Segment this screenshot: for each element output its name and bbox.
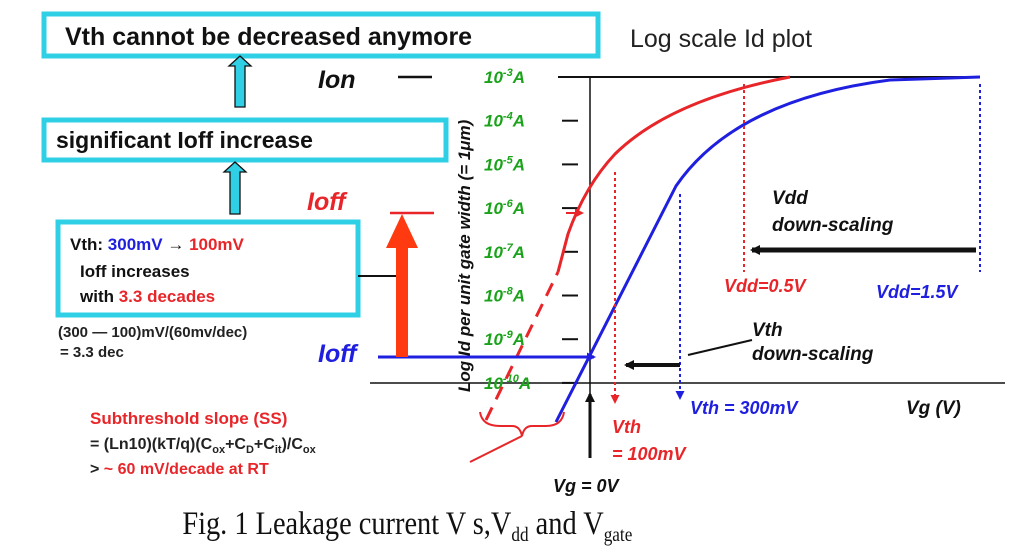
ioff-low-label: Ioff [318, 340, 359, 368]
y-axis-label: Log Id per unit gate width (= 1μm) [455, 119, 474, 392]
vth-low-label-1: Vth [612, 417, 641, 437]
vth-high-label: Vth = 300mV [690, 398, 800, 418]
y-tick-unit: A [518, 374, 531, 393]
red-curve [556, 75, 791, 273]
y-tick-exponent: -8 [503, 286, 514, 298]
vdd-low-label: Vdd=0.5V [724, 276, 808, 296]
big-up-arrow-icon [386, 214, 418, 357]
box-vth-limit-text: Vth cannot be decreased anymore [65, 23, 472, 51]
y-tick-unit: A [512, 155, 525, 174]
ss-brace [479, 411, 565, 437]
figure-caption: Fig. 1 Leakage current V s,Vdd and Vgate [182, 505, 632, 546]
ss-formula: = (Ln10)(kT/q)(Cox+CD+Cit)/Cox [90, 436, 317, 456]
box-vth-change-line3: with 3.3 decades [79, 287, 215, 306]
y-tick-unit: A [512, 243, 525, 262]
y-tick-unit: A [512, 287, 525, 306]
y-tick-base: 10 [484, 199, 503, 218]
box-ioff-increase-text: significant Ioff increase [56, 127, 313, 153]
box-vth-change-line2: Ioff increases [80, 262, 190, 281]
y-tick-label: 10-3A [484, 67, 525, 87]
y-tick-unit: A [512, 112, 525, 131]
vth-low-label-2: = 100mV [612, 444, 688, 464]
up-arrow-icon [222, 161, 248, 215]
ss-sub-d: D [246, 444, 254, 456]
y-tick-exponent: -5 [503, 154, 514, 166]
caption-prefix: Fig. 1 Leakage current V s,V [182, 505, 511, 541]
y-tick-label: 10-4A [484, 111, 525, 131]
vth-scaling-label-1: Vth [752, 320, 783, 341]
ss-line3-a: > [90, 461, 104, 478]
x-axis-label: Vg (V) [906, 398, 961, 419]
y-tick-exponent: -10 [503, 373, 520, 385]
ss-sub-ox: ox [212, 444, 226, 456]
y-tick-base: 10 [484, 374, 503, 393]
ss-line3-b: ~ 60 mV/decade at RT [104, 461, 269, 478]
vth-prefix: Vth: [70, 235, 108, 254]
y-tick-label: 10-9A [484, 329, 525, 349]
ss-line3: > ~ 60 mV/decade at RT [90, 461, 269, 478]
y-tick-group: 10-3A10-4A10-5A10-6A10-7A10-8A10-9A10-10… [484, 67, 578, 393]
y-tick-base: 10 [484, 243, 503, 262]
y-tick-unit: A [512, 330, 525, 349]
caption-sub-dd: dd [511, 524, 529, 547]
y-tick-unit: A [512, 68, 525, 87]
vth-pointer-line [687, 339, 753, 356]
vth-from: 300mV [108, 235, 163, 254]
y-tick-base: 10 [484, 112, 503, 131]
ss-plus-cd: +C [225, 436, 246, 453]
y-tick-exponent: -9 [503, 329, 514, 341]
y-tick-label: 10-8A [484, 286, 525, 306]
y-tick-base: 10 [484, 330, 503, 349]
arrow-right-icon: → [163, 235, 189, 254]
y-tick-exponent: -6 [503, 198, 514, 210]
box-vth-limit [41, 11, 601, 59]
red-curve-dashed [484, 271, 560, 421]
calc-line1: (300 — 100)mV/(60mv/dec) [58, 324, 247, 341]
ss-pointer-line [469, 435, 523, 463]
y-tick-base: 10 [484, 68, 503, 87]
plot-title: Log scale Id plot [630, 25, 812, 53]
ss-formula-a: = (Ln10)(kT/q)(C [90, 436, 213, 453]
ss-title: Subthreshold slope (SS) [90, 409, 287, 428]
ss-close: )/C [282, 436, 304, 453]
blue-curve [554, 75, 981, 423]
ion-label: Ion [318, 66, 356, 94]
box-ioff-increase [41, 117, 449, 163]
vth-scaling-label-2: down-scaling [752, 344, 874, 365]
ss-sub-ox2: ox [303, 444, 317, 456]
vdd-scaling-label-1: Vdd [772, 188, 808, 209]
box-vth-change-line1: Vth: 300mV → 100mV [70, 235, 245, 254]
vdd-scaling-label-2: down-scaling [772, 215, 894, 236]
y-tick-label: 10-7A [484, 242, 525, 262]
caption-mid: and V [529, 505, 604, 541]
decades-prefix: with [79, 287, 119, 306]
box-vth-change [55, 219, 361, 318]
y-tick-exponent: -7 [503, 242, 514, 254]
y-tick-exponent: -4 [503, 111, 513, 123]
y-tick-label: 10-6A [484, 198, 525, 218]
y-tick-base: 10 [484, 287, 503, 306]
up-arrow-icon [227, 55, 253, 108]
caption-sub-gate: gate [604, 524, 633, 547]
y-tick-exponent: -3 [503, 67, 513, 79]
y-tick-label: 10-10A [484, 373, 531, 393]
ss-plus-cit: +C [254, 436, 275, 453]
ss-sub-it: it [275, 444, 282, 456]
vg-zero-label: Vg = 0V [553, 476, 621, 496]
vdd-high-label: Vdd=1.5V [876, 282, 960, 302]
decades-value: 3.3 decades [119, 287, 215, 306]
vth-to: 100mV [189, 235, 244, 254]
y-tick-label: 10-5A [484, 154, 525, 174]
calc-line2: = 3.3 dec [60, 344, 124, 361]
y-tick-base: 10 [484, 155, 503, 174]
y-tick-unit: A [512, 199, 525, 218]
ioff-high-label: Ioff [307, 188, 348, 216]
